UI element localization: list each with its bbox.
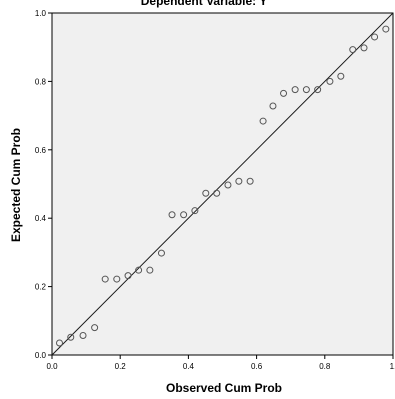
data-point [202,189,210,197]
y-tick-label: 0.8 [35,77,47,86]
x-axis-label: Observed Cum Prob [166,381,282,395]
x-tick-label: 0.8 [319,362,331,371]
data-point [269,102,277,110]
data-point [371,33,379,41]
y-axis-label: Expected Cum Prob [9,128,23,242]
data-point [326,77,334,85]
x-tick-label: 0.2 [115,362,127,371]
x-tick-label: 1. [390,362,395,371]
data-point [213,189,221,197]
data-point [180,211,188,219]
y-tick-label: 1.0 [35,9,47,18]
data-point [337,72,345,80]
x-tick-label: 0.0 [46,362,58,371]
data-point [349,46,357,54]
data-point [302,86,310,94]
data-point [124,272,132,280]
data-point [91,324,99,332]
data-point [157,249,165,257]
data-point [113,275,121,283]
data-point [360,44,368,52]
data-point [280,89,288,97]
data-point [382,25,390,33]
data-point [235,177,243,185]
x-tick-label: 0.4 [183,362,195,371]
data-point [259,117,267,125]
reference-line [51,12,394,356]
data-point [291,86,299,94]
data-point [135,266,143,274]
y-tick-label: 0.4 [35,214,47,223]
data-point [146,266,154,274]
data-point [101,275,109,283]
data-point [67,333,75,341]
y-tick-label: 0.0 [35,351,47,360]
data-point [224,181,232,189]
data-point [246,177,254,185]
y-tick-label: 0.6 [35,146,47,155]
y-tick-label: 0.2 [35,283,47,292]
data-point [191,207,199,215]
chart-title: Dependent Variable: Y [141,0,268,8]
data-point [56,339,64,347]
data-point [314,86,322,94]
x-tick-label: 0.6 [251,362,263,371]
data-point [168,211,176,219]
data-point [79,332,87,340]
